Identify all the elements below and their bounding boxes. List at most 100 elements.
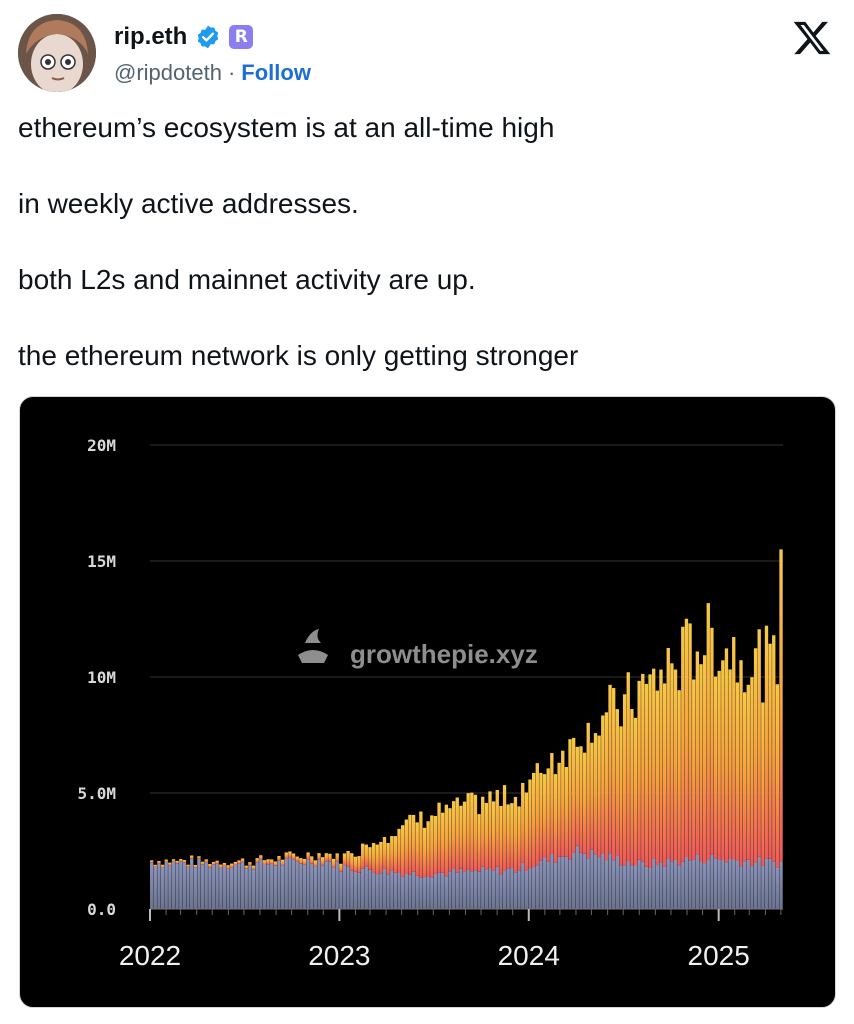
mainnet-bar <box>739 866 743 909</box>
x-tick-label: 2022 <box>119 940 181 971</box>
mainnet-bar <box>277 860 281 909</box>
mainnet-bar <box>179 861 183 909</box>
mainnet-bar <box>473 870 478 909</box>
y-tick-label: 20M <box>87 436 116 455</box>
mainnet-bar <box>240 862 245 909</box>
author-display-name[interactable]: rip.eth <box>114 23 188 50</box>
mainnet-bar <box>757 856 761 909</box>
mainnet-bar <box>200 864 205 909</box>
x-logo-icon[interactable] <box>792 18 832 58</box>
mainnet-bar <box>477 871 481 909</box>
l2-bar <box>622 694 627 866</box>
mainnet-bar <box>310 863 314 909</box>
l2-bar <box>506 804 510 869</box>
l2-bar <box>753 648 758 863</box>
l2-bar <box>295 856 299 862</box>
mainnet-bar <box>564 856 569 909</box>
l2-bar <box>371 842 376 873</box>
mainnet-bar <box>306 859 310 909</box>
mainnet-bar <box>713 858 718 909</box>
l2-bar <box>270 859 274 864</box>
mainnet-bar <box>444 876 449 909</box>
mainnet-bar <box>728 858 732 909</box>
mainnet-bar <box>193 867 197 909</box>
mainnet-bar <box>331 867 336 909</box>
mainnet-bar <box>248 865 252 909</box>
l2-bar <box>553 774 558 863</box>
mainnet-bar <box>320 865 325 909</box>
chart-card[interactable]: growthepie.xyz 0.0 5.0M 10M 15M 20M 2022 2023 2… <box>19 396 836 1008</box>
l2-bar <box>713 676 718 859</box>
mainnet-bar <box>157 863 161 909</box>
l2-bar <box>546 768 550 862</box>
l2-bar <box>437 802 441 873</box>
mainnet-bar <box>717 859 721 909</box>
l2-bar <box>299 858 303 864</box>
mainnet-bar <box>302 864 307 909</box>
mainnet-bar <box>451 868 456 909</box>
mainnet-bar <box>513 872 518 909</box>
l2-bar <box>775 684 780 868</box>
mainnet-bar <box>393 872 398 909</box>
mainnet-bar <box>397 872 401 909</box>
follow-button[interactable]: Follow <box>241 60 311 85</box>
l2-bar <box>451 801 456 869</box>
l2-bar <box>528 779 532 869</box>
l2-bar <box>633 717 638 866</box>
l2-bar <box>364 844 368 867</box>
l2-bar <box>175 860 179 864</box>
l2-bar <box>168 862 172 866</box>
mainnet-bar <box>186 867 190 909</box>
mainnet-bar <box>524 870 529 909</box>
l2-bar <box>291 853 296 860</box>
mainnet-bar <box>364 866 368 909</box>
mainnet-bar <box>637 859 641 909</box>
mainnet-bar <box>422 877 427 909</box>
l2-bar <box>237 860 241 864</box>
l2-bar <box>699 664 703 862</box>
mainnet-bar <box>382 868 387 909</box>
l2-bar <box>757 629 761 857</box>
l2-bar <box>408 814 412 875</box>
mainnet-bar <box>426 876 430 909</box>
mainnet-bar <box>768 858 772 909</box>
l2-bar <box>382 837 387 869</box>
l2-bar <box>288 851 292 858</box>
author-avatar[interactable] <box>18 14 96 92</box>
l2-bar <box>746 684 750 860</box>
mainnet-bar <box>280 865 285 909</box>
mainnet-bar <box>593 854 598 909</box>
l2-bar <box>277 856 281 861</box>
mainnet-bar <box>579 852 583 909</box>
mainnet-bar <box>732 859 736 909</box>
l2-bar <box>357 856 361 873</box>
mainnet-bar <box>357 872 361 909</box>
mainnet-bar <box>495 866 499 909</box>
mainnet-bar <box>346 866 350 909</box>
mainnet-bar <box>168 865 172 909</box>
l2-bar <box>190 855 194 859</box>
mainnet-bar <box>688 860 692 909</box>
l2-bar <box>539 772 543 861</box>
l2-bar <box>215 860 219 864</box>
mainnet-bar <box>528 868 532 909</box>
l2-bar <box>240 858 245 863</box>
l2-bar <box>368 847 372 870</box>
affiliate-badge-icon: R <box>229 25 254 49</box>
l2-bar <box>692 679 696 860</box>
l2-bar <box>441 812 445 873</box>
l2-bar <box>331 858 336 868</box>
l2-bar <box>670 663 674 862</box>
mainnet-bar <box>317 859 321 909</box>
x-tick-label: 2023 <box>308 940 370 971</box>
mainnet-bar <box>735 860 740 909</box>
author-handle[interactable]: @ripdoteth <box>114 60 222 85</box>
l2-bar <box>641 673 645 862</box>
l2-bar <box>732 637 736 860</box>
l2-bar <box>612 688 616 861</box>
l2-bar <box>255 858 259 863</box>
mainnet-bar <box>586 858 590 909</box>
mainnet-bar <box>259 859 263 909</box>
mainnet-bar <box>419 877 423 909</box>
mainnet-bar <box>742 861 747 909</box>
